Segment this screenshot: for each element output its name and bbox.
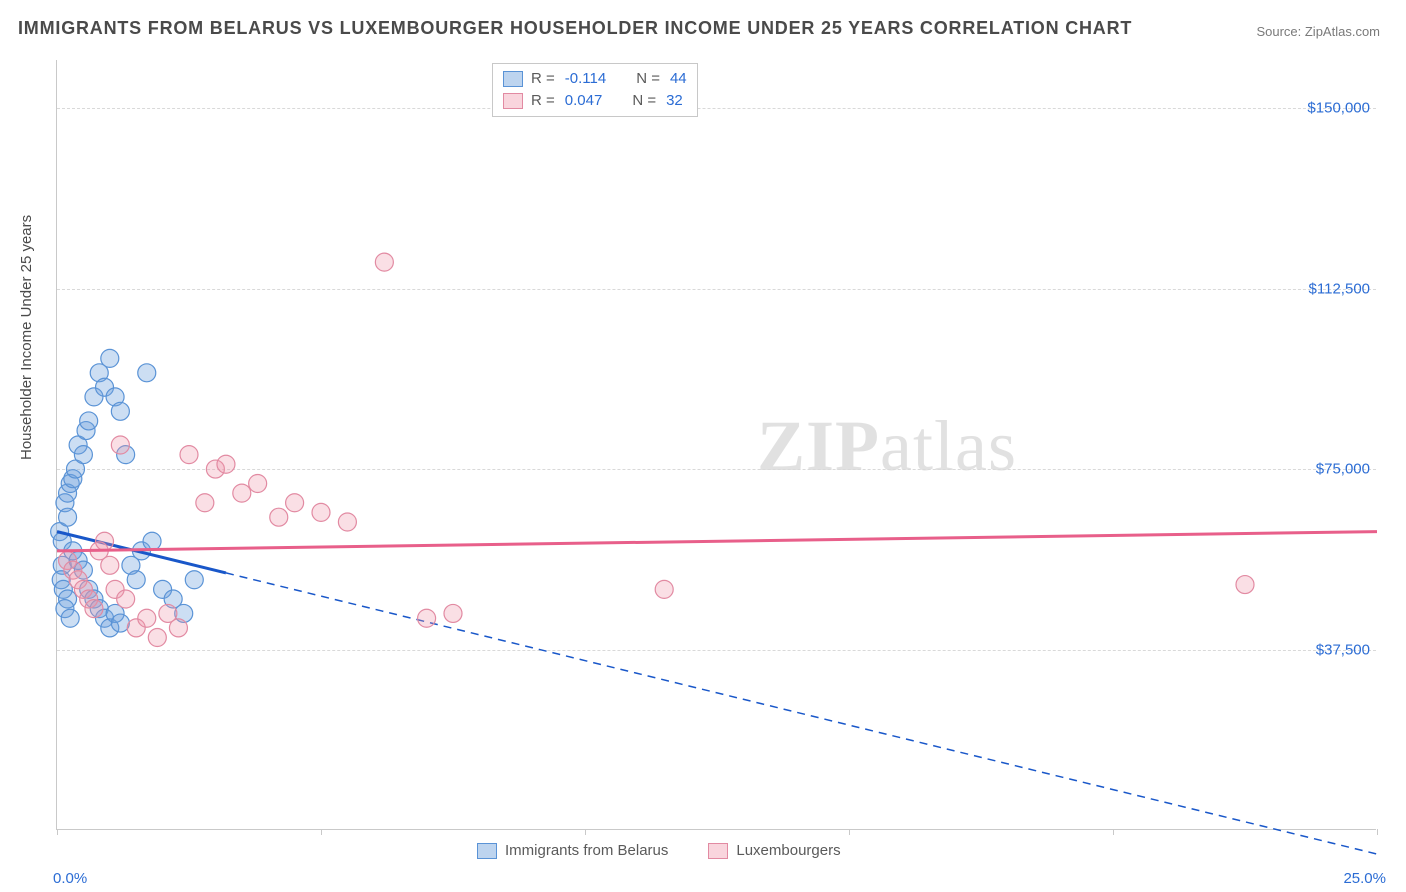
x-tick [57,829,58,835]
data-point [169,619,187,637]
data-point [127,571,145,589]
y-axis-title: Householder Income Under 25 years [18,215,35,460]
x-tick-label-min: 0.0% [53,870,87,887]
legend-series-label: Luxembourgers [736,842,840,859]
source-label: Source: ZipAtlas.com [1256,24,1380,39]
data-point [185,571,203,589]
data-point [655,580,673,598]
trend-line-solid [57,532,1377,551]
data-point [143,532,161,550]
legend-n-label: N = [636,68,660,90]
data-point [418,609,436,627]
x-tick [1377,829,1378,835]
plot-area: ZIPatlas $37,500$75,000$112,500$150,000 … [56,60,1376,830]
data-point [101,349,119,367]
legend-bottom: Immigrants from Belarus Luxembourgers [477,842,841,859]
data-point [233,484,251,502]
legend-top-row: R = -0.114 N = 44 [503,68,687,90]
legend-top-row: R = 0.047 N = 32 [503,90,687,112]
data-point [249,475,267,493]
legend-r-label: R = [531,68,555,90]
legend-series-label: Immigrants from Belarus [505,842,668,859]
data-point [138,364,156,382]
x-tick [849,829,850,835]
data-point [138,609,156,627]
legend-bottom-item: Immigrants from Belarus [477,842,668,859]
trend-line-dashed [226,573,1377,854]
legend-bottom-item: Luxembourgers [708,842,840,859]
legend-top: R = -0.114 N = 44 R = 0.047 N = 32 [492,63,698,117]
chart-svg [57,60,1376,829]
legend-swatch [477,843,497,859]
x-tick [1113,829,1114,835]
data-point [80,412,98,430]
data-point [61,609,79,627]
data-point [96,532,114,550]
x-tick [585,829,586,835]
data-point [117,590,135,608]
data-point [375,253,393,271]
data-point [338,513,356,531]
data-point [111,614,129,632]
legend-swatch [708,843,728,859]
data-point [59,508,77,526]
legend-r-label: R = [531,90,555,112]
legend-r-value: 0.047 [565,90,603,112]
data-point [312,503,330,521]
legend-r-value: -0.114 [565,68,606,90]
legend-n-value: 32 [666,90,683,112]
data-point [148,629,166,647]
data-point [111,436,129,454]
data-point [101,556,119,574]
data-point [270,508,288,526]
chart-title: IMMIGRANTS FROM BELARUS VS LUXEMBOURGER … [18,18,1132,39]
data-point [1236,576,1254,594]
data-point [444,604,462,622]
data-point [74,446,92,464]
data-point [85,600,103,618]
x-tick [321,829,322,835]
data-point [217,455,235,473]
x-tick-label-max: 25.0% [1343,870,1386,887]
legend-n-label: N = [632,90,656,112]
data-point [196,494,214,512]
legend-swatch [503,71,523,87]
data-point [286,494,304,512]
legend-n-value: 44 [670,68,687,90]
data-point [180,446,198,464]
data-point [111,402,129,420]
legend-swatch [503,93,523,109]
